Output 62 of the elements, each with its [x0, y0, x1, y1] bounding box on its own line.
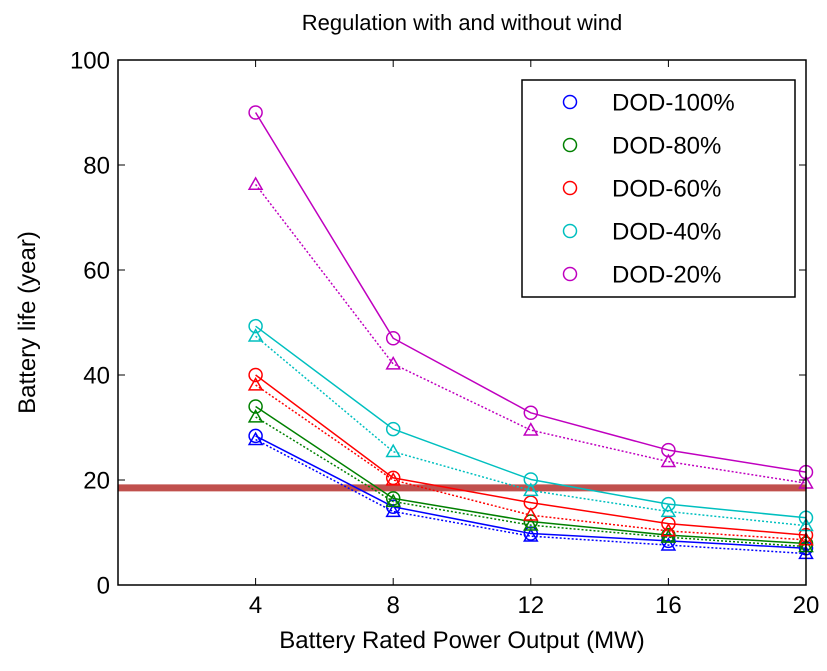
point	[248, 368, 263, 382]
point	[248, 328, 263, 342]
point	[386, 331, 400, 346]
point	[798, 510, 814, 526]
legend-label: DOD-80%	[612, 132, 722, 160]
point	[248, 378, 263, 391]
point	[798, 539, 814, 552]
point	[798, 528, 814, 542]
chart-title: Regulation with and without wind	[302, 10, 622, 35]
point	[524, 508, 538, 521]
x-tick-label: 8	[386, 592, 400, 619]
point	[248, 105, 263, 120]
point	[798, 518, 814, 532]
point	[798, 536, 814, 551]
y-tick-label: 0	[96, 572, 110, 600]
point	[524, 518, 538, 531]
point	[386, 422, 400, 436]
legend-label: DOD-100%	[612, 89, 735, 116]
x-tick-label: 4	[248, 592, 262, 619]
point	[661, 496, 676, 512]
point	[661, 454, 676, 468]
x-tick-label: 20	[792, 592, 820, 619]
y-tick-label: 60	[83, 257, 110, 284]
point	[386, 494, 400, 508]
point	[798, 464, 814, 480]
y-tick-label: 20	[83, 467, 110, 494]
legend-label: DOD-20%	[612, 261, 722, 288]
point	[524, 472, 538, 487]
point	[248, 318, 263, 334]
y-tick-label: 80	[83, 152, 110, 180]
point	[798, 532, 814, 546]
point	[386, 504, 400, 518]
point	[248, 432, 263, 446]
point	[661, 516, 676, 531]
legend-label: DOD-40%	[612, 218, 722, 246]
y-tick-label: 100	[70, 47, 110, 74]
point	[248, 177, 263, 190]
point	[661, 442, 676, 458]
x-axis-title: Battery Rated Power Output (MW)	[279, 627, 645, 654]
point	[524, 495, 538, 510]
point	[386, 356, 400, 370]
legend-label: DOD-60%	[612, 175, 722, 202]
y-axis-title: Battery life (year)	[14, 231, 41, 414]
y-tick-label: 40	[83, 362, 110, 390]
point	[248, 410, 263, 423]
point	[661, 504, 676, 518]
point	[248, 399, 263, 414]
point	[524, 422, 538, 436]
point	[524, 483, 538, 496]
point	[661, 534, 676, 548]
point	[524, 406, 538, 420]
point	[798, 546, 814, 560]
point	[386, 491, 400, 506]
point	[661, 538, 676, 551]
point	[798, 476, 814, 489]
point	[661, 524, 676, 537]
point	[386, 444, 400, 458]
point	[524, 514, 538, 529]
point	[248, 428, 263, 444]
point	[386, 500, 400, 514]
x-tick-label: 12	[517, 592, 544, 619]
x-tick-label: 16	[655, 592, 682, 619]
